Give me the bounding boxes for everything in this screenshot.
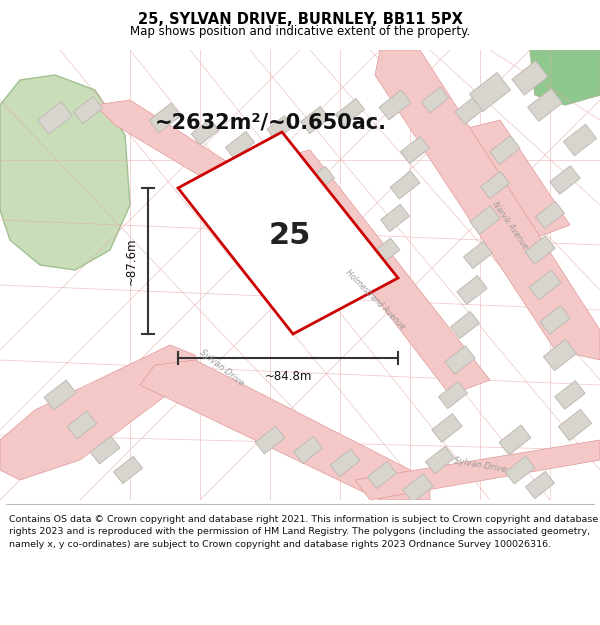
Polygon shape (544, 339, 577, 371)
Text: Holmestrand Avenue: Holmestrand Avenue (343, 268, 407, 332)
Polygon shape (439, 381, 467, 409)
Polygon shape (390, 171, 420, 199)
Polygon shape (95, 100, 350, 260)
Polygon shape (44, 380, 76, 410)
Polygon shape (301, 106, 329, 134)
Polygon shape (464, 241, 493, 269)
Polygon shape (38, 102, 73, 134)
Text: ~87.6m: ~87.6m (125, 238, 138, 285)
Polygon shape (305, 166, 334, 194)
Polygon shape (113, 456, 142, 484)
Polygon shape (270, 150, 490, 395)
Polygon shape (355, 440, 600, 500)
Polygon shape (451, 311, 479, 339)
Polygon shape (401, 136, 430, 164)
Polygon shape (530, 50, 600, 105)
Polygon shape (540, 306, 570, 334)
Polygon shape (460, 120, 570, 240)
Polygon shape (67, 411, 97, 439)
Polygon shape (0, 345, 200, 480)
Polygon shape (526, 471, 554, 499)
Polygon shape (527, 89, 562, 121)
Polygon shape (0, 75, 130, 270)
Text: 25, SYLVAN DRIVE, BURNLEY, BB11 5PX: 25, SYLVAN DRIVE, BURNLEY, BB11 5PX (137, 12, 463, 28)
Polygon shape (490, 136, 520, 164)
Polygon shape (512, 61, 548, 95)
Polygon shape (481, 171, 509, 199)
Text: ~84.8m: ~84.8m (265, 370, 311, 383)
Polygon shape (267, 116, 293, 140)
Text: ~2632m²/~0.650ac.: ~2632m²/~0.650ac. (155, 112, 387, 132)
Text: Map shows position and indicative extent of the property.: Map shows position and indicative extent… (130, 24, 470, 38)
Polygon shape (149, 103, 181, 133)
Polygon shape (505, 456, 535, 484)
Text: Sylvan Drive: Sylvan Drive (453, 456, 507, 474)
Polygon shape (421, 87, 449, 113)
Polygon shape (74, 96, 103, 124)
Polygon shape (283, 231, 311, 258)
Polygon shape (432, 414, 462, 442)
Polygon shape (455, 96, 485, 124)
Polygon shape (370, 238, 400, 266)
Polygon shape (470, 206, 500, 234)
Polygon shape (191, 119, 219, 145)
Polygon shape (380, 204, 409, 232)
Polygon shape (425, 446, 454, 474)
Polygon shape (555, 381, 585, 409)
Polygon shape (529, 270, 561, 300)
Polygon shape (294, 199, 322, 225)
Polygon shape (403, 474, 433, 502)
Polygon shape (255, 426, 285, 454)
Polygon shape (140, 360, 430, 500)
Polygon shape (469, 72, 511, 111)
Polygon shape (379, 90, 411, 120)
Text: Contains OS data © Crown copyright and database right 2021. This information is : Contains OS data © Crown copyright and d… (9, 515, 598, 549)
Text: Narvik Avenue: Narvik Avenue (490, 199, 530, 251)
Polygon shape (293, 436, 322, 464)
Polygon shape (330, 449, 360, 477)
Polygon shape (563, 124, 596, 156)
Polygon shape (90, 436, 120, 464)
Polygon shape (335, 99, 365, 126)
Text: Sylvan Drive: Sylvan Drive (198, 348, 246, 388)
Polygon shape (550, 166, 580, 194)
Polygon shape (536, 201, 565, 229)
Polygon shape (525, 236, 555, 264)
Polygon shape (178, 132, 398, 334)
Polygon shape (457, 276, 487, 304)
Polygon shape (499, 425, 531, 455)
Polygon shape (445, 346, 475, 374)
Polygon shape (226, 131, 254, 159)
Polygon shape (368, 461, 397, 489)
Polygon shape (559, 409, 592, 441)
Polygon shape (375, 50, 600, 360)
Text: 25: 25 (269, 221, 311, 249)
